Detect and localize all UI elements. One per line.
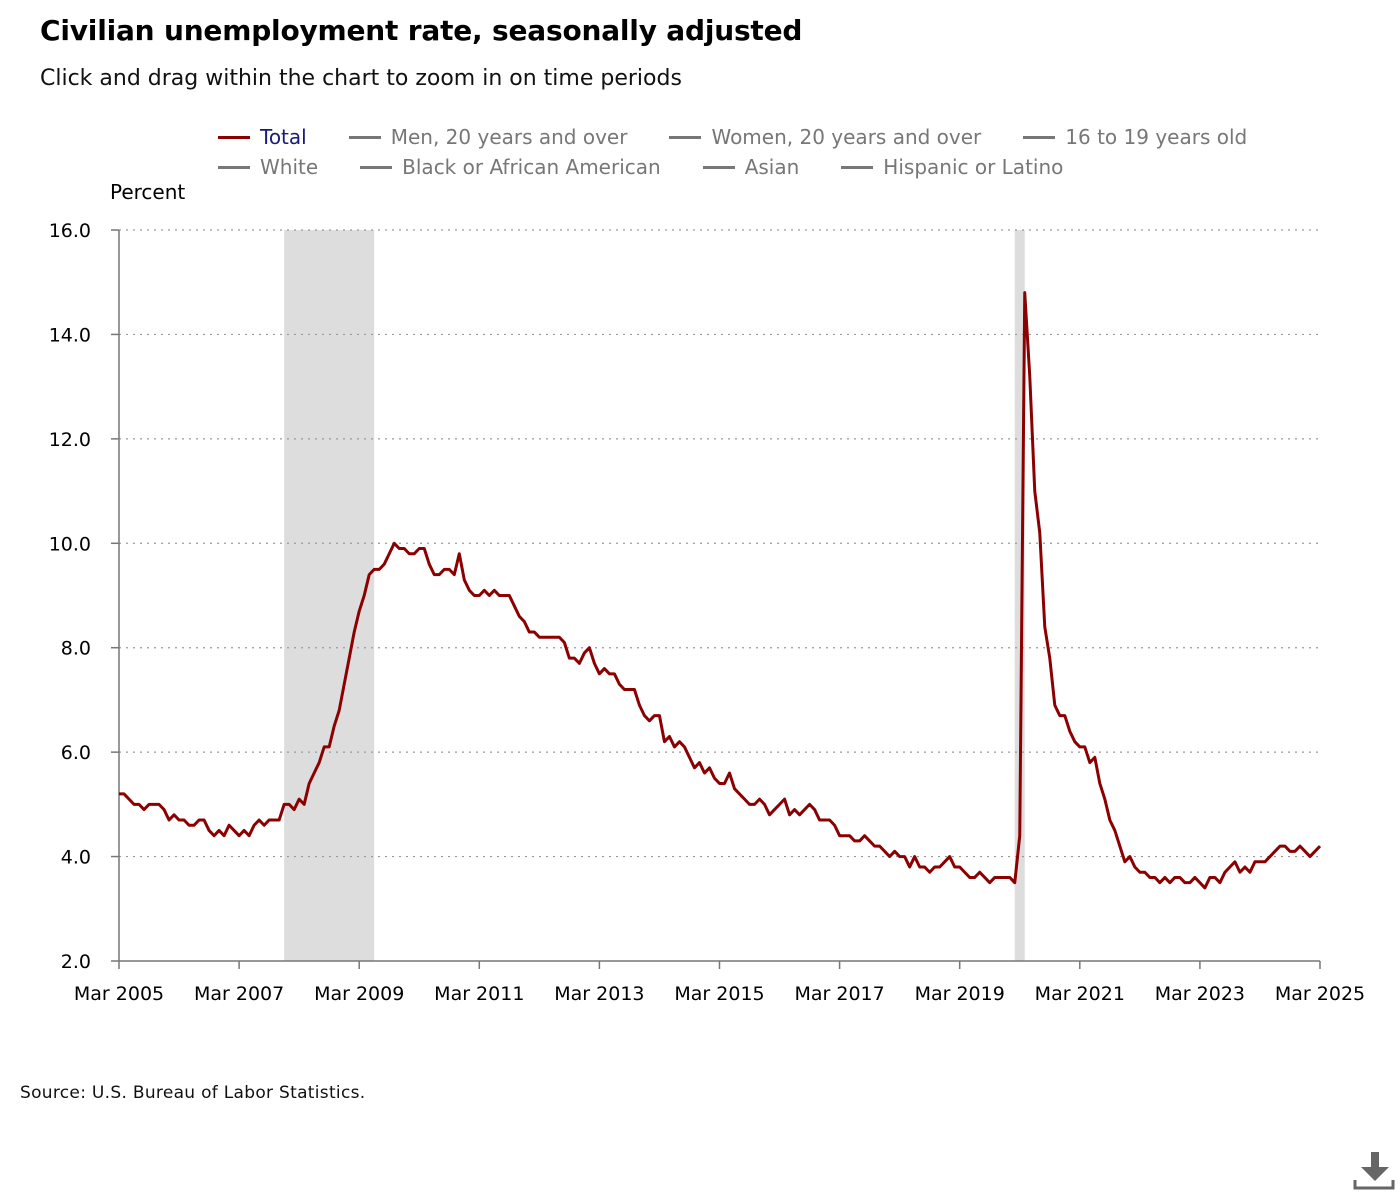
x-axis-ticks: Mar 2005 Mar 2007 Mar 2009 Mar 2011 Mar 2013… bbox=[74, 961, 1365, 1005]
legend-swatch-men bbox=[348, 135, 381, 139]
y-tick-label-7: 16.0 bbox=[49, 220, 91, 242]
x-tick-label-0: Mar 2005 bbox=[74, 983, 164, 1005]
legend-item-16-19[interactable]: 16 to 19 years old bbox=[1023, 125, 1247, 149]
download-icon bbox=[1353, 1152, 1395, 1190]
legend-item-women-20-over[interactable]: Women, 20 years and over bbox=[669, 125, 981, 149]
legend-item-asian[interactable]: Asian bbox=[702, 155, 800, 179]
legend-swatch-women bbox=[669, 135, 702, 139]
x-tick-label-6: Mar 2017 bbox=[794, 983, 884, 1005]
x-tick-label-4: Mar 2013 bbox=[554, 983, 644, 1005]
legend-label-16-19: 16 to 19 years old bbox=[1065, 125, 1248, 149]
legend-row-2: White Black or African American Asian Hi… bbox=[218, 152, 1318, 182]
x-tick-label-8: Mar 2021 bbox=[1035, 983, 1125, 1005]
y-tick-label-4: 10.0 bbox=[49, 533, 91, 555]
legend-item-white[interactable]: White bbox=[218, 155, 318, 179]
x-tick-label-2: Mar 2009 bbox=[314, 983, 404, 1005]
legend-item-hispanic[interactable]: Hispanic or Latino bbox=[841, 155, 1063, 179]
y-tick-label-5: 12.0 bbox=[49, 429, 91, 451]
legend-label-white: White bbox=[260, 155, 319, 179]
legend-swatch-white bbox=[218, 165, 250, 169]
recession-band-0 bbox=[284, 230, 375, 961]
x-tick-label-9: Mar 2023 bbox=[1155, 983, 1245, 1005]
legend-swatch-black bbox=[360, 165, 393, 169]
line-chart[interactable]: 2.04.06.08.010.012.014.016.0 Mar 2005 Mar… bbox=[0, 0, 1400, 1060]
legend-label-women: Women, 20 years and over bbox=[711, 125, 982, 149]
legend-label-total: Total bbox=[260, 125, 307, 149]
legend: Total Men, 20 years and over Women, 20 y… bbox=[218, 122, 1318, 182]
y-tick-label-3: 8.0 bbox=[61, 638, 91, 660]
legend-swatch-asian bbox=[702, 165, 735, 169]
legend-label-men: Men, 20 years and over bbox=[390, 125, 628, 149]
legend-item-black[interactable]: Black or African American bbox=[360, 155, 661, 179]
chart-subtitle: Click and drag within the chart to zoom … bbox=[40, 66, 682, 91]
x-tick-label-1: Mar 2007 bbox=[194, 983, 284, 1005]
legend-label-black: Black or African American bbox=[402, 155, 661, 179]
y-tick-label-6: 14.0 bbox=[49, 324, 91, 346]
y-axis-label: Percent bbox=[110, 180, 186, 204]
y-tick-label-0: 2.0 bbox=[61, 951, 91, 973]
legend-label-hispanic: Hispanic or Latino bbox=[883, 155, 1064, 179]
legend-item-total[interactable]: Total bbox=[218, 125, 307, 149]
legend-swatch-hispanic bbox=[841, 165, 874, 169]
x-tick-label-10: Mar 2025 bbox=[1275, 983, 1365, 1005]
x-tick-label-5: Mar 2015 bbox=[674, 983, 764, 1005]
x-tick-label-7: Mar 2019 bbox=[915, 983, 1005, 1005]
legend-label-asian: Asian bbox=[744, 155, 800, 179]
chart-title: Civilian unemployment rate, seasonally a… bbox=[40, 14, 803, 47]
recession-bands bbox=[284, 230, 1025, 961]
legend-row-1: Total Men, 20 years and over Women, 20 y… bbox=[218, 122, 1318, 152]
y-tick-label-2: 6.0 bbox=[61, 742, 91, 764]
download-button[interactable] bbox=[1352, 1150, 1396, 1194]
legend-swatch-16-19 bbox=[1023, 135, 1056, 139]
y-tick-label-1: 4.0 bbox=[61, 847, 91, 869]
source-note: Source: U.S. Bureau of Labor Statistics. bbox=[20, 1083, 366, 1103]
legend-item-men-20-over[interactable]: Men, 20 years and over bbox=[348, 125, 628, 149]
series-line-0[interactable] bbox=[119, 291, 1322, 890]
series-group bbox=[119, 291, 1322, 890]
recession-band-1 bbox=[1014, 230, 1025, 961]
y-axis-ticks: 2.0 4.0 6.0 8.0 10.0 12.0 14.0 16.0 bbox=[49, 220, 119, 973]
legend-swatch-total bbox=[218, 135, 250, 139]
x-tick-label-3: Mar 2011 bbox=[434, 983, 524, 1005]
